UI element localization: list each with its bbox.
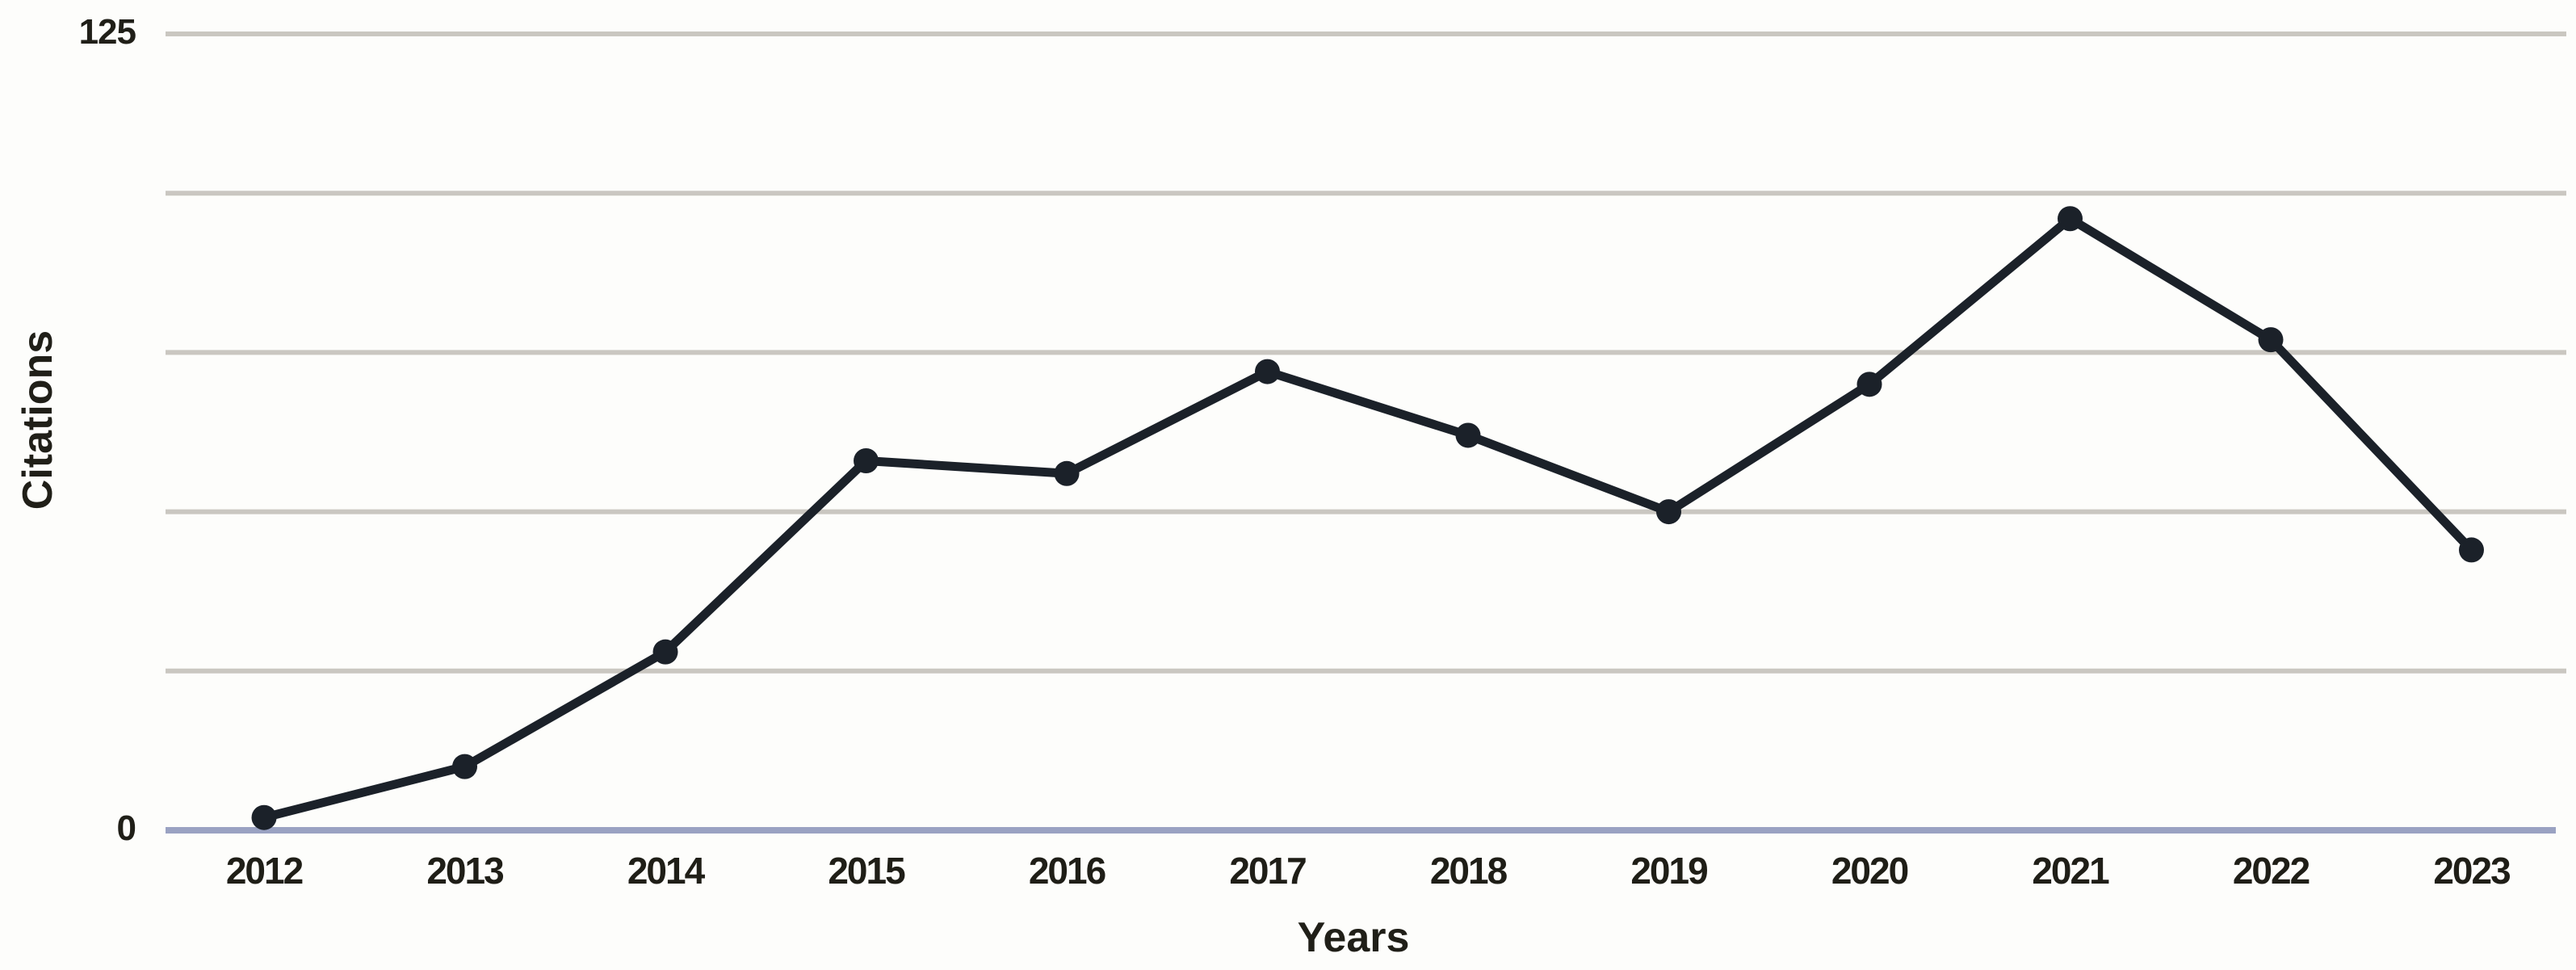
data-point-2019: [1656, 499, 1681, 525]
y-tick-label-125: 125: [78, 12, 136, 52]
x-tick-label-2012: 2012: [225, 850, 304, 892]
x-tick-label-2019: 2019: [1630, 850, 1708, 892]
x-tick-label-2023: 2023: [2433, 850, 2511, 892]
data-point-2012: [251, 804, 277, 830]
data-point-2023: [2459, 537, 2484, 563]
x-tick-label-2015: 2015: [828, 850, 905, 892]
data-point-2017: [1255, 359, 1280, 384]
data-point-2018: [1455, 422, 1481, 448]
data-point-2014: [652, 639, 678, 665]
x-tick-label-2021: 2021: [2032, 850, 2109, 892]
x-tick-label-2022: 2022: [2232, 850, 2310, 892]
data-point-2020: [1856, 372, 1882, 397]
data-point-2022: [2258, 327, 2284, 353]
x-axis-title: Years: [1297, 914, 1410, 961]
x-tick-label-2014: 2014: [627, 850, 705, 892]
x-tick-label-2018: 2018: [1429, 850, 1508, 892]
data-point-2021: [2058, 206, 2083, 232]
data-point-2016: [1054, 460, 1080, 486]
x-tick-label-2017: 2017: [1229, 850, 1307, 892]
data-point-2015: [854, 447, 879, 473]
y-tick-label-0: 0: [116, 808, 136, 848]
x-tick-label-2020: 2020: [1831, 850, 1909, 892]
data-point-2013: [452, 754, 477, 779]
citations-series-line: [259, 214, 2476, 822]
x-tick-label-2013: 2013: [426, 850, 504, 892]
x-tick-label-2016: 2016: [1028, 850, 1106, 892]
